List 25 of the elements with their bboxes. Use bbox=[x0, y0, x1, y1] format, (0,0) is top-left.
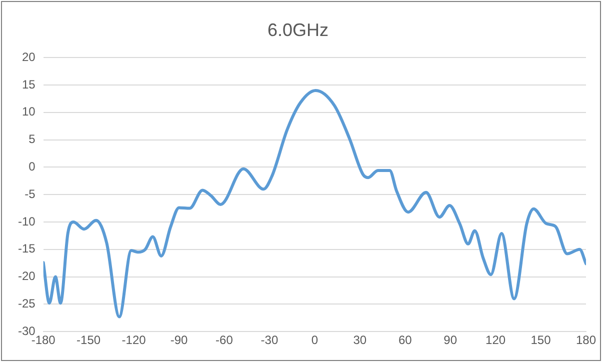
y-tick-label: 20 bbox=[22, 50, 36, 64]
x-tick-label: 30 bbox=[353, 333, 367, 348]
y-tick-label: 15 bbox=[22, 77, 36, 92]
y-tick-label: 10 bbox=[22, 104, 36, 119]
x-tick-label: 180 bbox=[576, 333, 596, 348]
y-tick-label: -10 bbox=[18, 214, 36, 228]
x-tick-label: -60 bbox=[216, 333, 234, 348]
y-tick-label: 5 bbox=[28, 132, 36, 146]
y-tick-label: -5 bbox=[24, 186, 36, 201]
y-tick-label: -30 bbox=[18, 324, 36, 338]
line-series bbox=[43, 88, 586, 318]
x-tick-label: 120 bbox=[486, 333, 506, 348]
x-tick-label: -90 bbox=[170, 333, 188, 348]
y-tick-label: -15 bbox=[18, 242, 36, 256]
y-tick-label: 0 bbox=[28, 160, 36, 174]
y-tick-label: -25 bbox=[18, 296, 36, 311]
chart-title: 6.0GHz bbox=[267, 20, 329, 40]
x-tick-label: 0 bbox=[311, 333, 318, 348]
x-tick-label: -150 bbox=[76, 333, 101, 348]
y-tick-label: -20 bbox=[18, 269, 36, 284]
x-tick-label: 90 bbox=[444, 333, 458, 348]
x-tick-label: 150 bbox=[530, 333, 552, 348]
x-tick-label: -30 bbox=[260, 333, 278, 348]
x-tick-label: 60 bbox=[398, 333, 412, 348]
x-tick-label: -120 bbox=[122, 333, 146, 348]
